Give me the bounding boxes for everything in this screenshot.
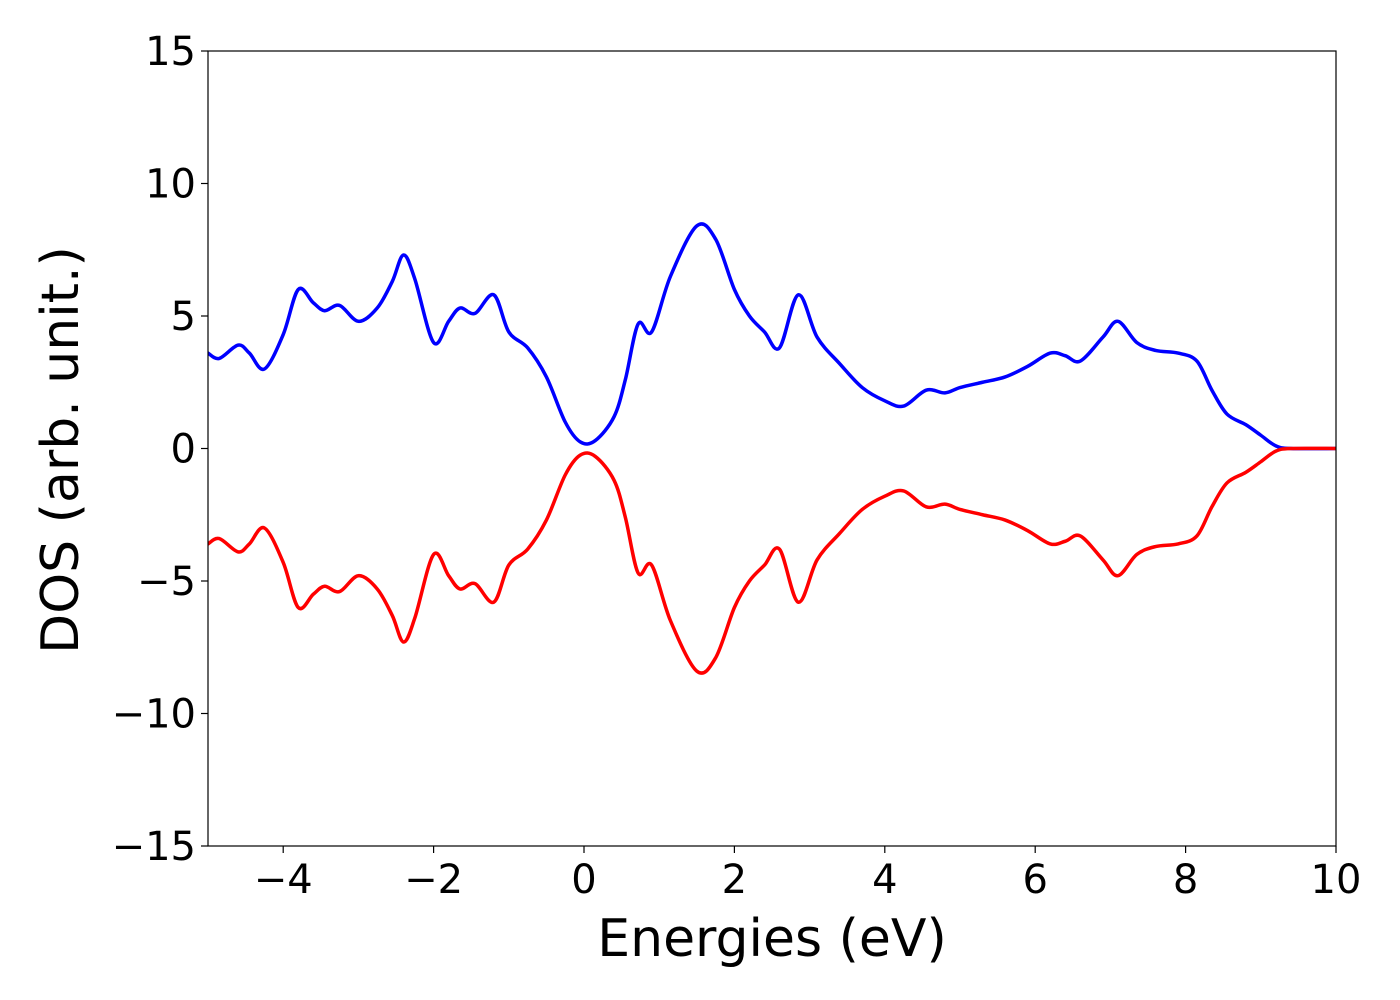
y-axis-title: DOS (arb. unit.) [31, 246, 91, 654]
x-tick-label: 2 [722, 857, 747, 903]
plot-area [208, 222, 1336, 675]
x-tick-label: −4 [254, 857, 313, 903]
y-tick-label: 0 [171, 427, 196, 473]
x-tick-label: 8 [1173, 857, 1198, 903]
x-tick-label: 4 [872, 857, 897, 903]
plot-frame [207, 50, 1337, 847]
y-tick-label: −5 [137, 559, 196, 605]
x-tick-label: −2 [404, 857, 463, 903]
y-tick-label: 5 [171, 294, 196, 340]
series-line-positive [208, 222, 1336, 451]
y-axis: 15 10 5 0 −5 −10 −15 [112, 29, 208, 870]
series-line-negative [208, 446, 1336, 675]
x-tick-label: 6 [1022, 857, 1047, 903]
x-axis-title: Energies (eV) [597, 909, 946, 969]
y-tick-label: 15 [145, 29, 196, 75]
y-tick-label: −10 [112, 692, 196, 738]
y-tick-label: 10 [145, 162, 196, 208]
x-tick-label: 10 [1311, 857, 1362, 903]
x-axis: −4 −2 0 2 4 6 8 10 [254, 846, 1362, 903]
x-tick-label: 0 [571, 857, 596, 903]
y-tick-label: −15 [112, 824, 196, 870]
